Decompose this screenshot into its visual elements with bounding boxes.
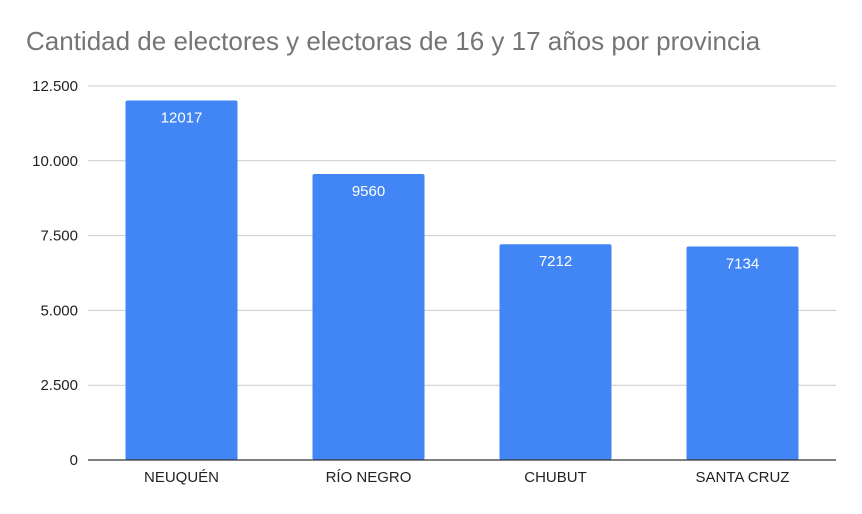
data-label: 9560	[352, 183, 385, 200]
y-tick-label: 0	[70, 452, 78, 469]
data-label: 12017	[161, 109, 203, 126]
x-tick-label: CHUBUT	[524, 469, 587, 486]
axes: 0 2.500 5.000 7.500 10.000 12.500 NEUQUÉN RÍO N…	[32, 78, 836, 486]
data-label: 7212	[539, 253, 572, 270]
x-tick-label: SANTA CRUZ	[696, 469, 790, 486]
bar	[125, 100, 238, 461]
bar	[499, 244, 612, 460]
data-label: 7134	[726, 256, 759, 273]
y-tick-label: 2.500	[40, 377, 78, 394]
chart-title: Cantidad de electores y electoras de 16 …	[26, 26, 761, 56]
y-tick-label: 10.000	[32, 153, 78, 170]
x-tick-label: NEUQUÉN	[144, 469, 219, 486]
bar	[686, 246, 799, 460]
y-tick-label: 7.500	[40, 228, 78, 245]
x-tick-label: RÍO NEGRO	[326, 469, 412, 486]
bar	[312, 173, 425, 461]
y-tick-label: 5.000	[40, 302, 78, 319]
bars: 12017 9560 7212 7134	[125, 100, 799, 461]
y-tick-label: 12.500	[32, 78, 78, 95]
